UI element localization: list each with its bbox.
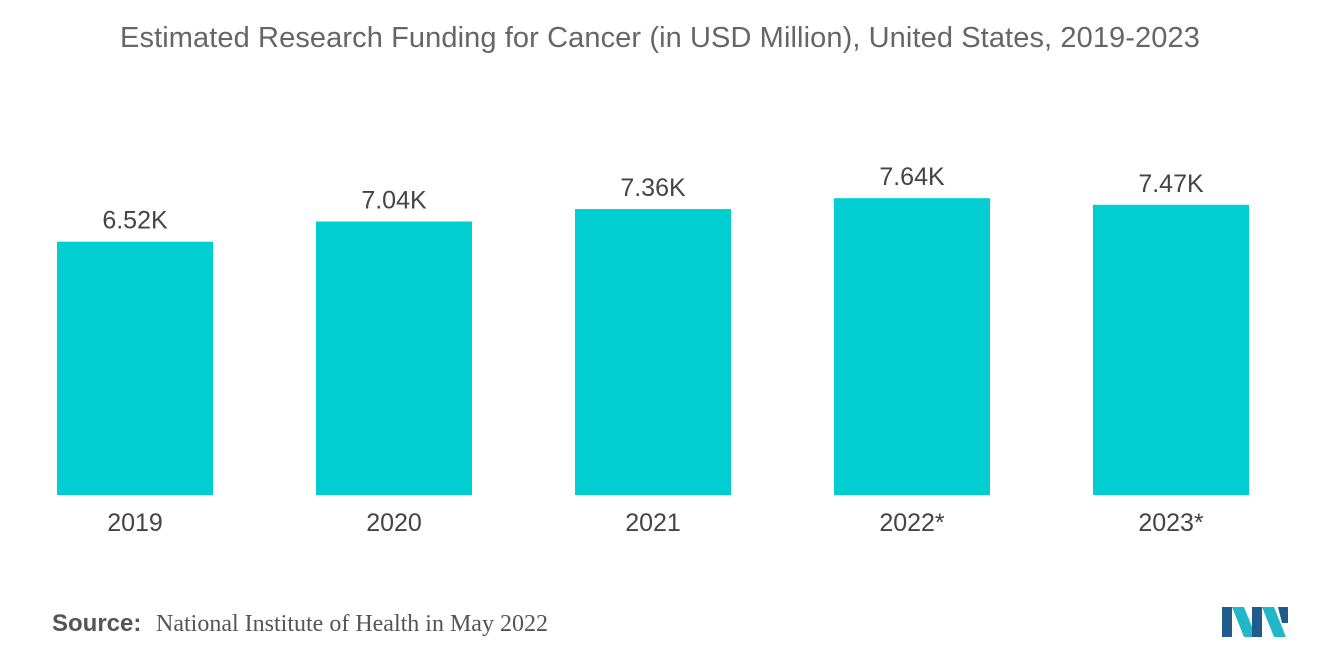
value-label: 7.47K [1138,170,1204,198]
category-label: 2023* [1138,509,1204,537]
bar-2021 [575,209,731,495]
category-label: 2019 [107,509,163,537]
bar-2022-est [834,198,990,495]
chart-title: Estimated Research Funding for Cancer (i… [120,22,1200,54]
bar-2020 [316,221,472,495]
value-label: 7.36K [620,174,686,202]
value-label: 7.04K [361,186,427,214]
value-label: 6.52K [102,207,168,235]
bars-layer [57,198,1249,495]
source-note: Source: National Institute of Health in … [52,610,548,638]
bar-2019 [57,241,213,495]
source-text: National Institute of Health in May 2022 [156,611,548,637]
source-label: Source: [52,610,142,637]
category-label: 2020 [366,509,422,537]
value-label: 7.64K [879,163,945,191]
bar-2023-est [1093,204,1249,495]
category-label: 2022* [879,509,945,537]
value-labels-layer: 6.52K 7.04K 7.36K 7.64K 7.47K [102,163,1204,235]
company-logo-icon [1222,603,1288,642]
category-label: 2021 [625,509,681,537]
category-labels-layer: 2019 2020 2021 2022* 2023* [107,509,1204,537]
